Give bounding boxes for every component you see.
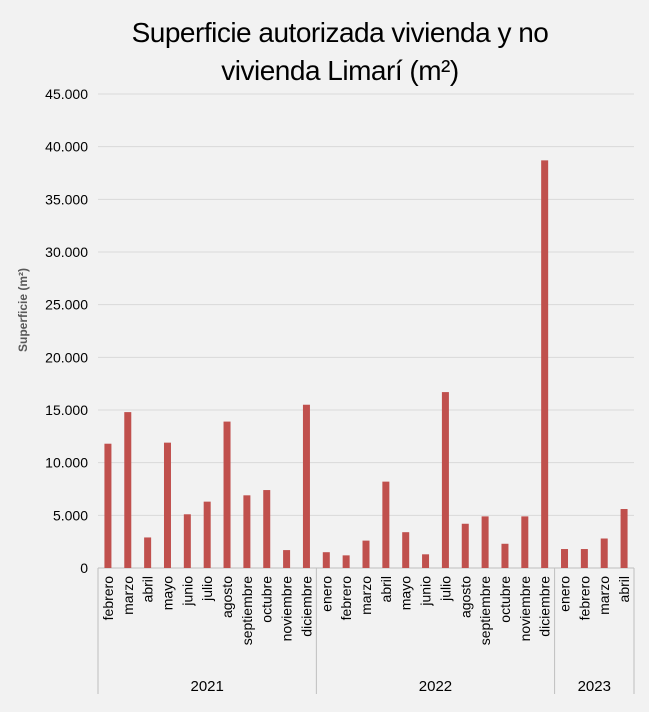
bars: [104, 160, 628, 569]
bar: [124, 412, 132, 568]
year-label: 2023: [578, 678, 611, 695]
year-separators: [97, 568, 635, 694]
x-tick-label: mayo: [398, 576, 414, 610]
bar: [422, 554, 430, 568]
x-tick-label: abril: [140, 576, 156, 602]
bar: [461, 523, 469, 568]
x-tick-label: diciembre: [537, 576, 553, 637]
bar: [223, 421, 231, 568]
y-tick-label: 10.000: [45, 455, 88, 471]
bar: [183, 514, 191, 568]
bar: [382, 481, 390, 568]
bar: [342, 555, 350, 568]
chart-title-line-1: Superficie autorizada vivienda y no: [131, 17, 549, 48]
x-tick-label: marzo: [120, 576, 136, 615]
bar: [163, 442, 171, 568]
bar: [521, 516, 529, 568]
y-tick-label: 35.000: [45, 191, 88, 207]
y-tick-label: 45.000: [45, 86, 88, 102]
x-tick-label: octubre: [497, 576, 513, 623]
x-tick-label: abril: [378, 576, 394, 602]
year-label: 2022: [419, 678, 452, 695]
bar: [322, 552, 330, 568]
bar: [263, 490, 271, 568]
y-axis-label: Superficie (m²): [16, 268, 30, 352]
bar: [620, 509, 628, 568]
y-tick-label: 0: [80, 560, 88, 576]
gridlines: [98, 93, 634, 569]
x-axis-categories: febrero marzo abril mayo junio julio agosto sep…: [100, 576, 632, 645]
y-tick-label: 20.000: [45, 349, 88, 365]
bar: [302, 404, 310, 568]
bar: [561, 549, 569, 568]
bar: [362, 540, 370, 568]
x-tick-label: junio: [418, 576, 434, 607]
x-tick-label: diciembre: [298, 576, 314, 637]
x-tick-label: enero: [557, 576, 573, 612]
x-tick-label: marzo: [358, 576, 374, 615]
x-tick-label: julio: [199, 576, 215, 602]
x-tick-label: noviembre: [517, 576, 533, 642]
x-tick-label: octubre: [259, 576, 275, 623]
bar: [580, 549, 588, 568]
x-tick-label: febrero: [100, 576, 116, 621]
x-tick-label: agosto: [457, 576, 473, 618]
y-tick-label: 25.000: [45, 297, 88, 313]
y-tick-label: 40.000: [45, 139, 88, 155]
bar: [402, 532, 410, 568]
bar: [203, 501, 211, 568]
chart-title: Superficie autorizada vivienda y no vivi…: [60, 14, 620, 90]
bar: [501, 543, 509, 568]
x-tick-label: septiembre: [477, 576, 493, 645]
bar: [481, 516, 489, 568]
bar: [243, 495, 251, 568]
y-axis-ticks: 0 5.000 10.000 15.000 20.000 25.000 30.000 35.0…: [45, 86, 88, 576]
chart-title-line-2: vivienda Limarí (m²): [221, 55, 459, 86]
bar: [441, 392, 449, 568]
x-tick-label: marzo: [596, 576, 612, 615]
y-tick-label: 30.000: [45, 244, 88, 260]
x-tick-label: febrero: [576, 576, 592, 621]
x-tick-label: septiembre: [239, 576, 255, 645]
x-tick-label: noviembre: [279, 576, 295, 642]
bar: [541, 160, 549, 569]
bar: [104, 443, 112, 568]
y-tick-label: 5.000: [53, 507, 88, 523]
x-tick-label: enero: [318, 576, 334, 612]
bar: [283, 550, 291, 568]
x-tick-label: abril: [616, 576, 632, 602]
x-tick-label: junio: [179, 576, 195, 607]
x-tick-label: julio: [437, 576, 453, 602]
bar: [600, 538, 608, 568]
y-tick-label: 15.000: [45, 402, 88, 418]
x-tick-label: mayo: [159, 576, 175, 610]
year-labels: 2021 2022 2023: [190, 678, 610, 695]
year-label: 2021: [190, 678, 223, 695]
x-tick-label: agosto: [219, 576, 235, 618]
x-tick-label: febrero: [338, 576, 354, 621]
bar: [144, 537, 152, 568]
